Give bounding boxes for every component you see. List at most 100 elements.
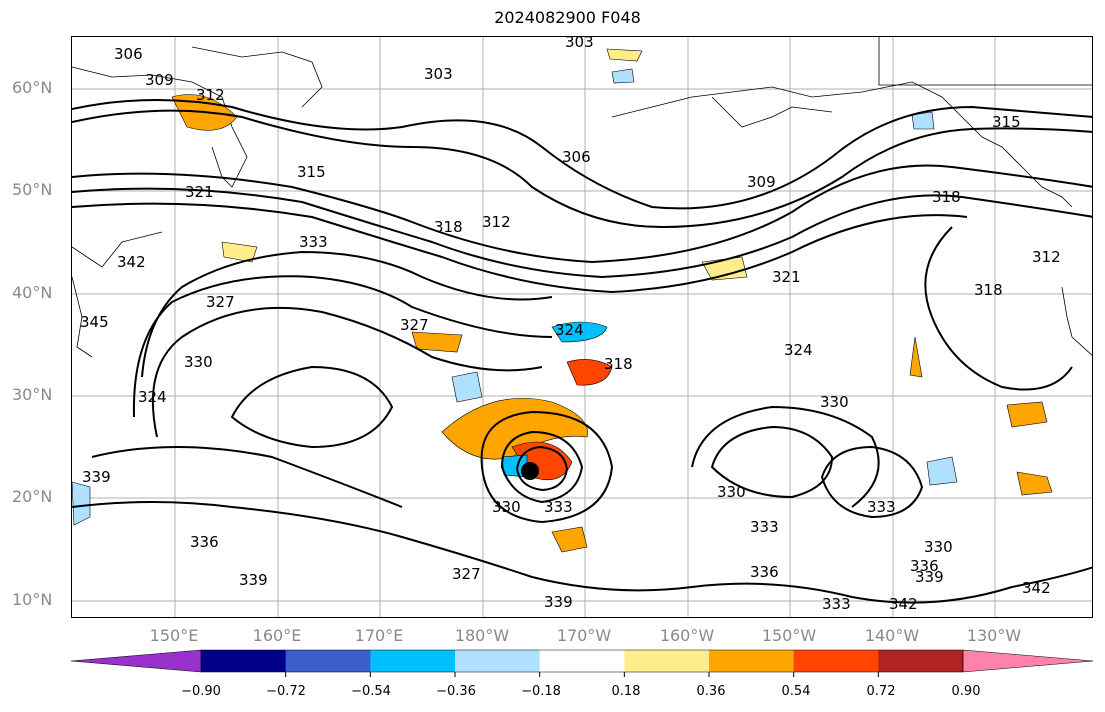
- colorbar-tick: 0.90: [951, 684, 981, 699]
- colorbar-segment: [455, 650, 541, 672]
- contour-label: 336: [910, 557, 939, 575]
- colorbar-extend-high: [962, 649, 1094, 673]
- lon-label-150e: 150°E: [149, 626, 199, 645]
- contour-label: 306: [562, 148, 591, 166]
- lon-label-170e: 170°E: [354, 626, 404, 645]
- colorbar-segment: [878, 650, 964, 672]
- colorbar-border: [200, 649, 964, 673]
- contour-label: 336: [190, 533, 219, 551]
- contour-label: 339: [915, 568, 944, 586]
- contour-336: [691, 405, 880, 508]
- contour-label: 333: [750, 518, 779, 536]
- colorbar-tick: −0.90: [181, 684, 221, 699]
- gridlines: [72, 37, 1092, 617]
- contour-labels: 306 309 312 303 303 306 315 309 315 321 …: [80, 37, 1061, 613]
- alaska-peninsula: [711, 96, 833, 128]
- colorbar-segment: [370, 650, 456, 672]
- contour-315: [72, 109, 1092, 229]
- contour-label: 318: [974, 281, 1003, 299]
- colorbar-segments: [70, 649, 1094, 677]
- lon-label-130w: 130°W: [966, 626, 1022, 645]
- colorbar-tick: −0.36: [436, 684, 476, 699]
- shade-blue-4: [72, 481, 91, 526]
- contour-label: 324: [784, 341, 813, 359]
- contours: [72, 98, 1092, 604]
- page-title: 2024082900 F048: [494, 8, 641, 27]
- japan-coast-north: [72, 231, 163, 268]
- contour-label: 318: [604, 355, 633, 373]
- colorbar-tick: 0.72: [866, 684, 896, 699]
- contour-label: 303: [424, 65, 453, 83]
- shade-central: [411, 331, 463, 353]
- contour-label: 330: [184, 353, 213, 371]
- contour-label: 333: [822, 595, 851, 613]
- contour-339: [72, 501, 1092, 604]
- contour-label: 327: [400, 316, 429, 334]
- lon-label-140w: 140°W: [864, 626, 920, 645]
- us-west-coast: [1061, 286, 1092, 356]
- shade-east-2: [1006, 401, 1048, 428]
- contour-label: 330: [924, 538, 953, 556]
- lon-label-150w: 150°W: [761, 626, 817, 645]
- contour-312: [72, 98, 1092, 210]
- colorbar-tick: 0.18: [611, 684, 641, 699]
- contour-label: 333: [299, 233, 328, 251]
- lat-label-20n: 20°N: [12, 487, 53, 506]
- shade-324: [551, 321, 608, 343]
- contour-327: [141, 250, 553, 378]
- shade-318: [566, 359, 613, 386]
- contour-label: 330: [717, 483, 746, 501]
- lon-label-170w: 170°W: [556, 626, 612, 645]
- lat-label-30n: 30°N: [12, 385, 53, 404]
- contour-label: 330: [820, 393, 849, 411]
- contour-label: 315: [297, 163, 326, 181]
- contour-label: 315: [992, 113, 1021, 131]
- colorbar-extend-low: [70, 649, 202, 673]
- colorbar-tick: −0.72: [266, 684, 306, 699]
- contour-storm-ring-2: [515, 445, 569, 492]
- contour-label: 312: [482, 213, 511, 231]
- lat-label-40n: 40°N: [12, 283, 53, 302]
- colorbar-tick: 0.54: [781, 684, 811, 699]
- colorbar-segment: [285, 650, 371, 672]
- contour-label: 330: [492, 498, 521, 516]
- contour-label: 324: [138, 388, 167, 406]
- contour-321b: [72, 202, 968, 294]
- contour-label: 339: [544, 593, 573, 611]
- shade-yellow-3: [606, 48, 643, 62]
- lat-label-60n: 60°N: [12, 78, 53, 97]
- lat-label-10n: 10°N: [12, 590, 53, 609]
- contour-label: 312: [1032, 248, 1061, 266]
- contour-label: 303: [565, 37, 594, 51]
- shaded-negative: [72, 68, 958, 526]
- shade-blue-1: [451, 371, 483, 403]
- contour-336-west: [91, 446, 403, 508]
- contour-label: 345: [80, 313, 109, 331]
- contour-label: 318: [434, 218, 463, 236]
- contour-label: 324: [555, 321, 584, 339]
- shade-blue-2: [926, 456, 958, 486]
- shade-yellow-2: [221, 241, 258, 263]
- map-panel: 306 309 312 303 303 306 315 309 315 321 …: [71, 36, 1093, 618]
- okhotsk-coast: [191, 46, 323, 108]
- colorbar-segment: [793, 650, 879, 672]
- contour-storm-ring-1: [500, 430, 584, 504]
- contour-label: 306: [114, 45, 143, 63]
- colorbar-segment: [539, 650, 625, 672]
- shade-blue-5: [611, 68, 635, 84]
- storm-center-marker: [521, 462, 539, 480]
- contour-318: [72, 164, 1092, 264]
- contour-label: 309: [145, 71, 174, 89]
- colorbar-tick: −0.18: [521, 684, 561, 699]
- contour-storm-ring-3: [480, 410, 614, 524]
- colorbar-segment: [709, 650, 795, 672]
- contour-label: 342: [889, 595, 918, 613]
- canada-border: [878, 37, 1092, 86]
- contour-label: 321: [772, 268, 801, 286]
- contour-label: 312: [196, 86, 225, 104]
- contour-label: 333: [544, 498, 573, 516]
- shade-blue-3: [911, 111, 935, 130]
- lon-label-160e: 160°E: [252, 626, 302, 645]
- contour-label: 321: [185, 183, 214, 201]
- colorbar-tick: −0.54: [351, 684, 391, 699]
